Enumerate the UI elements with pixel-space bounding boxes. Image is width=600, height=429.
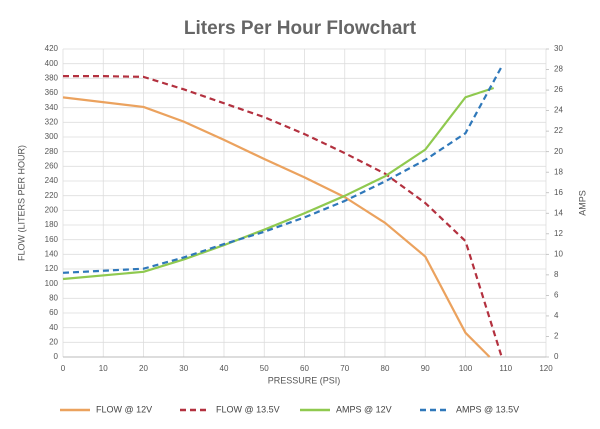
series-line <box>62 65 503 274</box>
y-axis-label: FLOW (LITERS PER HOUR) <box>16 145 26 261</box>
y2-tick-label: 14 <box>554 208 563 217</box>
y2-tick-label: 8 <box>554 270 559 279</box>
chart-title: Liters Per Hour Flowchart <box>184 18 417 39</box>
y2-tick-label: 16 <box>554 188 563 197</box>
y-tick-label: 40 <box>49 323 58 332</box>
x-tick-label: 50 <box>260 364 269 373</box>
y2-tick-label: 26 <box>554 85 563 94</box>
y2-tick-label: 10 <box>554 249 563 258</box>
y-tick-label: 400 <box>45 59 59 68</box>
x-tick-label: 120 <box>539 364 553 373</box>
grid <box>62 48 547 358</box>
y-tick-label: 120 <box>45 264 59 273</box>
y-tick-label: 360 <box>45 88 59 97</box>
legend-label: AMPS @ 12V <box>336 404 392 414</box>
x-tick-label: 0 <box>61 364 66 373</box>
y-tick-label: 260 <box>45 161 59 170</box>
series-line <box>63 75 503 358</box>
y-tick-label: 180 <box>45 220 59 229</box>
x-tick-label: 110 <box>499 364 512 373</box>
y-tick-label: 280 <box>45 147 59 156</box>
y-tick-label: 320 <box>45 117 59 126</box>
y2-tick-label: 22 <box>554 126 563 135</box>
y-tick-label: 300 <box>45 132 59 141</box>
y2-axis-label: AMPS <box>577 190 587 216</box>
y2-tick-label: 20 <box>554 147 563 156</box>
x-tick-label: 10 <box>99 364 108 373</box>
series-line <box>62 96 491 358</box>
y2-tick-label: 30 <box>554 44 563 53</box>
y-tick-label: 160 <box>45 235 59 244</box>
y-tick-label: 220 <box>45 191 59 200</box>
legend-label: AMPS @ 13.5V <box>456 404 519 414</box>
x-tick-label: 70 <box>340 364 349 373</box>
legend-label: FLOW @ 13.5V <box>216 404 280 414</box>
y2-tick-label: 12 <box>554 229 563 238</box>
series-line <box>62 86 495 281</box>
y2-tick-label: 6 <box>554 291 559 300</box>
x-tick-label: 40 <box>220 364 229 373</box>
y-tick-label: 100 <box>45 279 59 288</box>
y-tick-label: 340 <box>45 103 59 112</box>
y-tick-label: 380 <box>45 73 59 82</box>
y2-tick-label: 2 <box>554 332 559 341</box>
y-tick-label: 80 <box>49 293 58 302</box>
y-tick-label: 140 <box>45 249 59 258</box>
x-axis-label: PRESSURE (PSI) <box>268 375 341 385</box>
x-tick-label: 90 <box>421 364 430 373</box>
y-tick-label: 240 <box>45 176 59 185</box>
y2-tick-label: 0 <box>554 352 559 361</box>
y2-tick-label: 24 <box>554 106 563 115</box>
x-tick-label: 20 <box>139 364 148 373</box>
y2-tick-label: 18 <box>554 167 563 176</box>
x-tick-label: 30 <box>179 364 188 373</box>
y2-tick-label: 4 <box>554 311 559 320</box>
x-tick-label: 80 <box>381 364 390 373</box>
legend-label: FLOW @ 12V <box>96 404 152 414</box>
y-tick-label: 60 <box>49 308 58 317</box>
y2-tick-label: 28 <box>554 65 563 74</box>
y-tick-label: 420 <box>45 44 59 53</box>
y-tick-label: 0 <box>54 352 59 361</box>
x-tick-label: 60 <box>300 364 309 373</box>
y-tick-label: 200 <box>45 205 59 214</box>
y-tick-label: 20 <box>49 337 58 346</box>
x-tick-label: 100 <box>459 364 473 373</box>
